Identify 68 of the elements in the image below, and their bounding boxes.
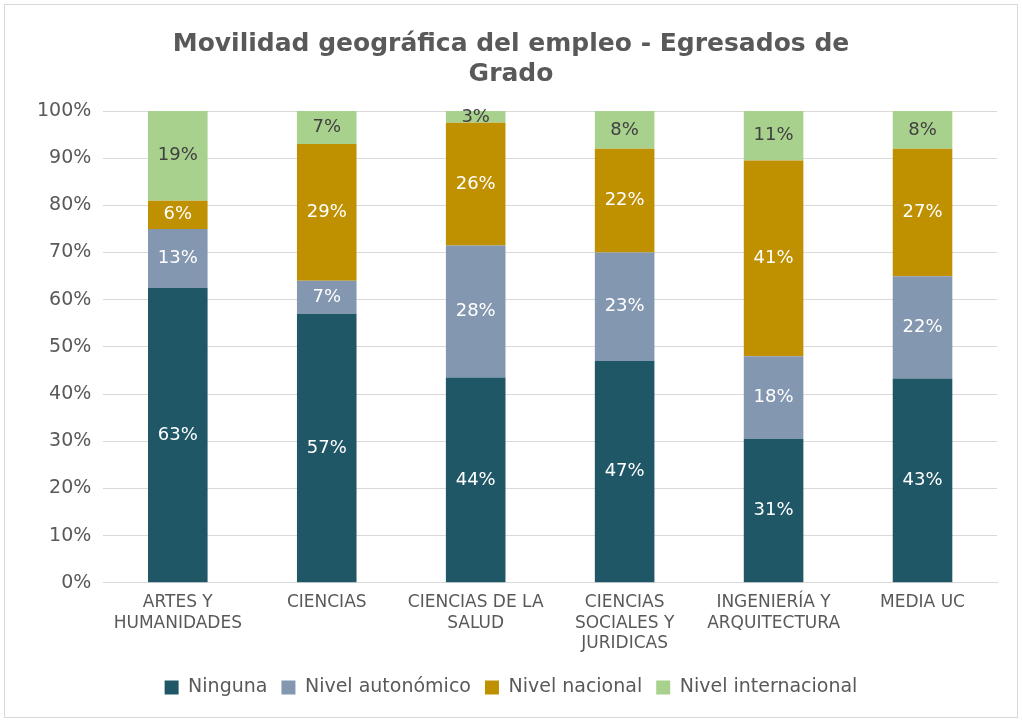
data-label: 8%	[908, 117, 937, 139]
data-label: 44%	[455, 467, 496, 489]
data-label: 43%	[902, 468, 943, 490]
data-label: 22%	[902, 314, 943, 336]
y-tick-label: 0%	[61, 569, 92, 592]
x-tick-label: MEDIA UC	[880, 591, 965, 612]
bar	[892, 276, 953, 379]
y-tick-label: 20%	[49, 475, 92, 498]
bar	[892, 148, 953, 277]
bar	[743, 160, 804, 357]
bar	[743, 356, 804, 439]
data-label: 7%	[312, 115, 342, 137]
y-tick-label: 100%	[36, 97, 92, 120]
bar	[594, 111, 655, 149]
legend-label: Ninguna	[188, 674, 268, 697]
y-tick-label: 10%	[49, 522, 92, 545]
bar	[594, 361, 655, 583]
x-tick-label: CIENCIAS SOCIALES Y JURIDICAS	[574, 591, 675, 653]
chart-title: Movilidad geográfica del empleo - Egresados de Grado	[172, 27, 850, 87]
bar	[892, 111, 953, 149]
data-label: 6%	[163, 202, 193, 224]
bar	[296, 280, 357, 314]
data-label: 31%	[753, 498, 794, 520]
bar	[445, 122, 506, 246]
data-label: 19%	[157, 143, 198, 165]
y-tick-label: 40%	[49, 381, 92, 404]
y-tick-label: 70%	[49, 239, 92, 262]
data-label: 13%	[157, 246, 198, 268]
x-tick-label: CIENCIAS DE LA SALUD	[407, 591, 544, 632]
bar	[594, 148, 655, 253]
bar	[445, 245, 506, 378]
bar	[296, 144, 357, 281]
y-tick-label: 90%	[49, 145, 92, 168]
data-label: 23%	[604, 294, 645, 316]
bar	[594, 252, 655, 362]
data-label: 29%	[306, 200, 347, 222]
data-label: 47%	[604, 459, 645, 481]
bar	[148, 228, 208, 288]
bar	[148, 111, 208, 201]
y-tick-label: 50%	[49, 333, 92, 356]
bar	[445, 377, 506, 583]
y-tick-label: 60%	[49, 286, 92, 309]
bar	[148, 287, 208, 583]
data-label: 11%	[753, 123, 794, 145]
data-label: 22%	[604, 188, 645, 210]
bar	[743, 438, 804, 583]
data-label: 41%	[753, 246, 794, 268]
data-label: 28%	[455, 299, 496, 321]
y-tick-label: 30%	[49, 428, 92, 451]
data-label: 63%	[157, 422, 198, 444]
bar	[296, 111, 357, 145]
data-label: 8%	[610, 117, 639, 139]
y-tick-label: 80%	[49, 192, 92, 215]
bar	[296, 313, 357, 583]
bar	[743, 111, 804, 161]
legend-label: Nivel autonómico	[304, 674, 471, 697]
x-tick-label: ARTES Y HUMANIDADES	[113, 591, 242, 632]
legend-label: Nivel nacional	[508, 674, 643, 697]
bar	[892, 378, 953, 583]
data-label: 3%	[461, 104, 490, 126]
data-label: 7%	[312, 285, 342, 307]
x-tick-label: INGENIERÍA Y ARQUITECTURA	[707, 590, 841, 632]
legend-label: Nivel internacional	[679, 674, 858, 697]
data-label: 18%	[753, 385, 794, 407]
x-tick-label: CIENCIAS	[286, 591, 367, 612]
data-label: 26%	[455, 171, 496, 193]
data-label: 57%	[306, 435, 347, 457]
data-label: 27%	[902, 200, 943, 222]
